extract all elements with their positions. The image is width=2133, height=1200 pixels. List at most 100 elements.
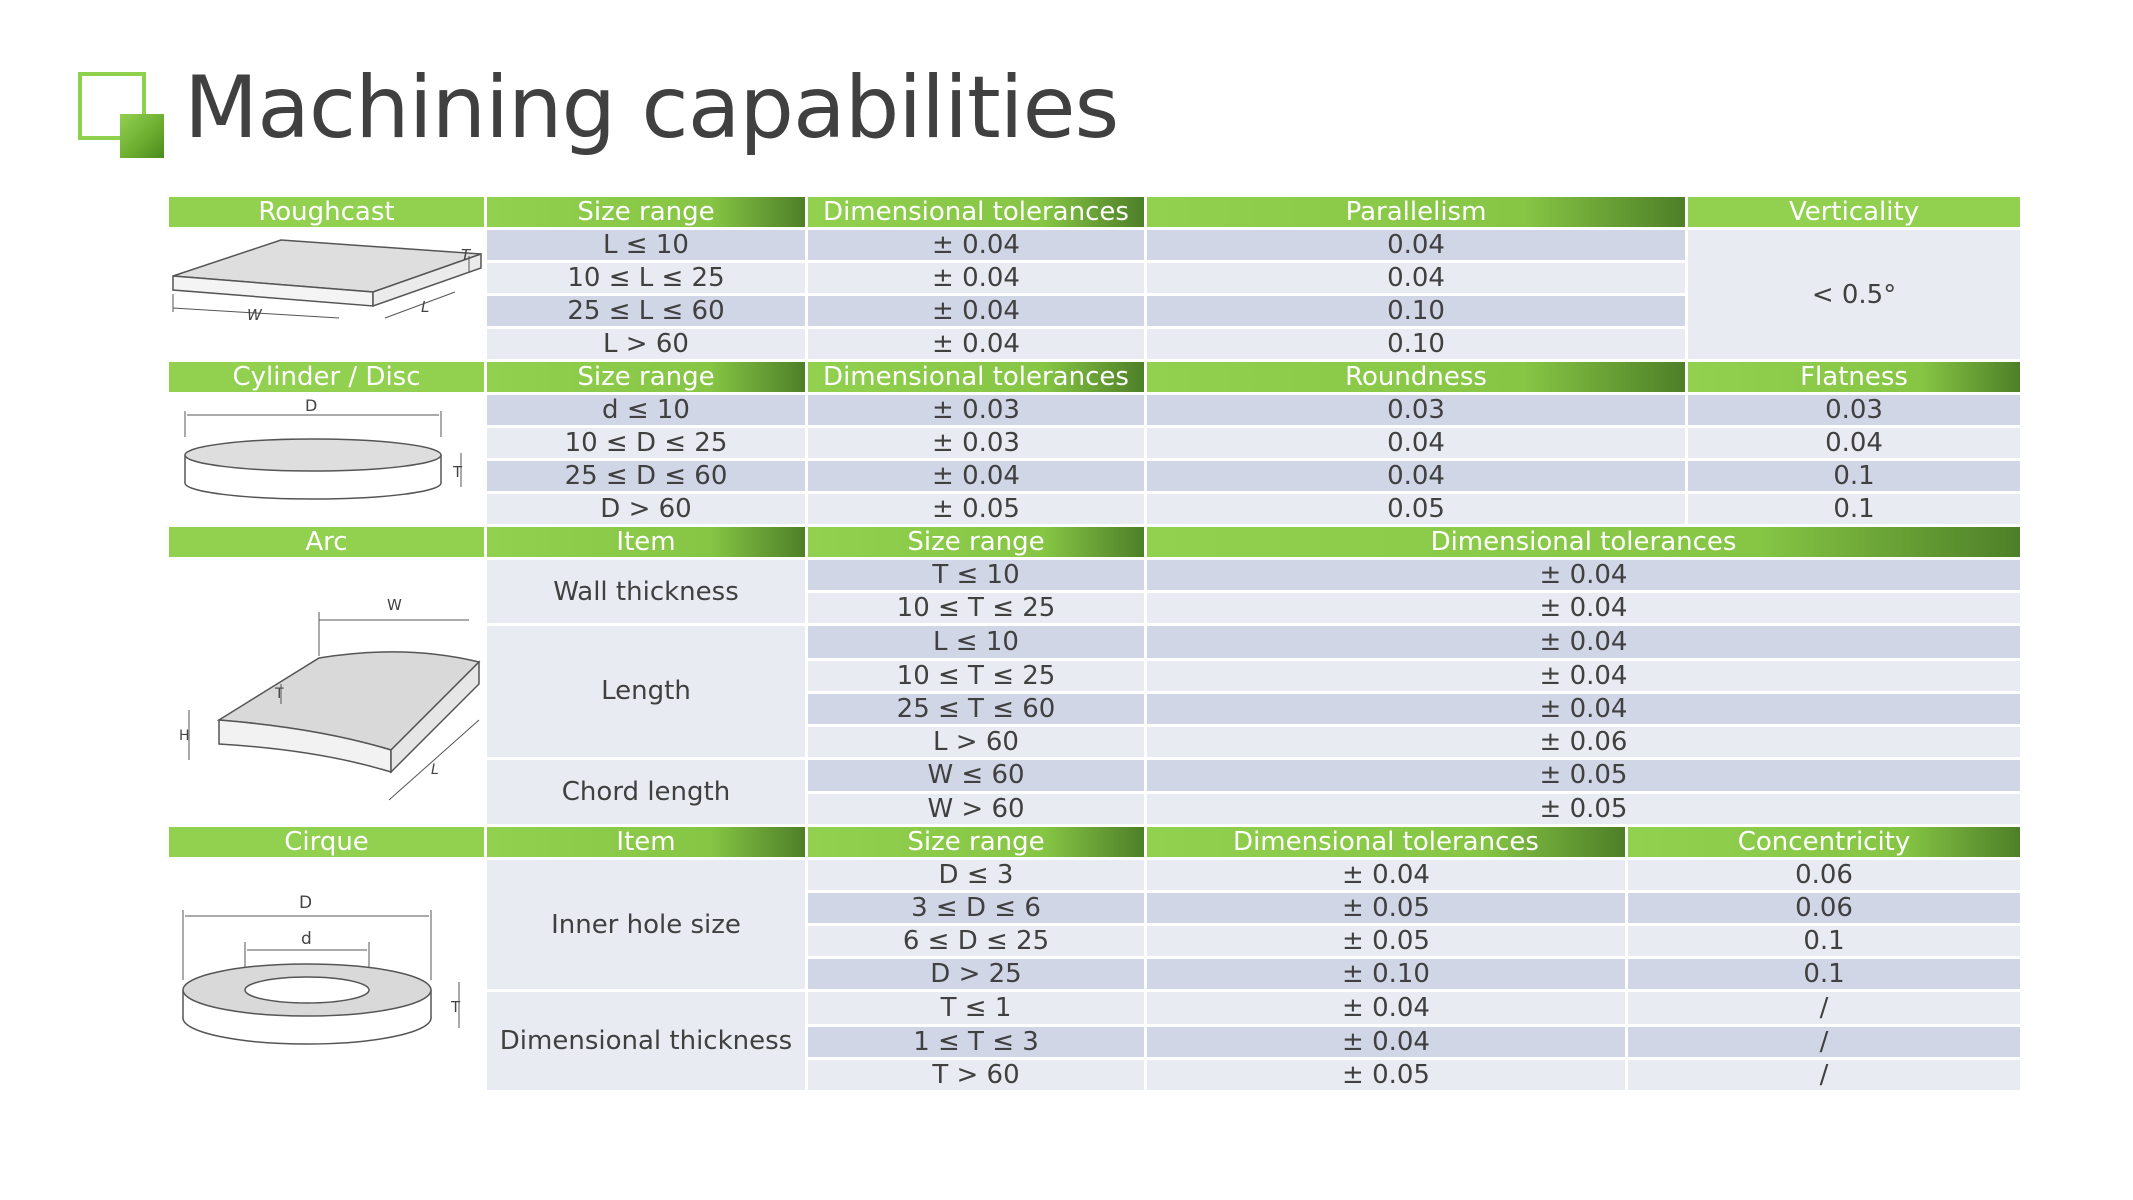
cell-item-chord-length: Chord length xyxy=(487,759,805,824)
cell-tolerance: ± 0.04 xyxy=(1147,660,2021,691)
header-item: Item xyxy=(487,827,805,857)
cylinder-diagram: D T xyxy=(169,395,484,524)
cell-verticality: < 0.5° xyxy=(1688,230,2021,359)
cell-size: L > 60 xyxy=(808,726,1144,757)
table-row: Dimensional thickness T ≤ 1 ± 0.04 / xyxy=(169,992,2021,1090)
header-cylinder-disc: Cylinder / Disc xyxy=(169,362,484,392)
cell-roundness: 0.04 xyxy=(1147,428,1686,458)
diagram-label-t: T xyxy=(452,463,463,481)
cell-tolerance: ± 0.04 xyxy=(808,230,1144,260)
cell-size: D > 25 xyxy=(808,959,1144,989)
diagram-label-l: L xyxy=(421,298,429,316)
table-row: 10 ≤ D ≤ 25 ± 0.03 0.04 0.04 xyxy=(169,428,2021,458)
cell-concentricity: 0.1 xyxy=(1628,926,2021,956)
cell-tolerance: ± 0.04 xyxy=(1147,593,2021,623)
header-arc: Arc xyxy=(169,527,484,557)
header-concentricity: Concentricity xyxy=(1628,827,2021,857)
cell-concentricity: / xyxy=(1628,1060,2021,1090)
cell-tolerance: ± 0.04 xyxy=(808,263,1144,293)
cell-size: T > 60 xyxy=(808,1060,1144,1090)
header-verticality: Verticality xyxy=(1688,197,2021,227)
cell-size: 3 ≤ D ≤ 6 xyxy=(808,893,1144,923)
roughcast-diagram: W L T xyxy=(169,230,484,359)
cell-tolerance: ± 0.03 xyxy=(808,395,1144,425)
diagram-label-h: H xyxy=(179,728,190,744)
header-parallelism: Parallelism xyxy=(1147,197,1686,227)
cell-size: 25 ≤ T ≤ 60 xyxy=(808,693,1144,724)
cell-tolerance: ± 0.04 xyxy=(808,329,1144,359)
diagram-label-w: W xyxy=(247,306,263,324)
table-row: W T H L Wall thickness T ≤ 10 ± 0.04 xyxy=(169,560,2021,824)
cirque-header-row: Cirque Item Size range Dimensional toler… xyxy=(169,827,2021,857)
cell-size: L ≤ 10 xyxy=(487,230,805,260)
cell-tolerance: ± 0.03 xyxy=(808,428,1144,458)
cirque-diagram: D d T xyxy=(169,860,484,1090)
table-row: D > 25 ± 0.10 0.1 xyxy=(169,959,2021,989)
cell-concentricity: 0.06 xyxy=(1628,893,2021,923)
table-row: Length L ≤ 10 ± 0.04 xyxy=(169,626,2021,757)
cell-concentricity: 0.1 xyxy=(1628,959,2021,989)
table-row: 25 ≤ T ≤ 60 ± 0.04 xyxy=(169,693,2021,724)
cell-size: 1 ≤ T ≤ 3 xyxy=(808,1027,1144,1057)
cell-item-inner-hole-size: Inner hole size xyxy=(487,860,805,989)
header-dimensional-tolerances: Dimensional tolerances xyxy=(1147,527,2021,557)
cell-flatness: 0.1 xyxy=(1688,461,2021,491)
cell-item-dimensional-thickness: Dimensional thickness xyxy=(487,992,805,1090)
diagram-label-t: T xyxy=(274,686,284,702)
cell-size: 10 ≤ T ≤ 25 xyxy=(808,660,1144,691)
cell-roundness: 0.03 xyxy=(1147,395,1686,425)
cell-tolerance: ± 0.06 xyxy=(1147,726,2021,757)
cell-size: D > 60 xyxy=(487,494,805,524)
cell-roundness: 0.04 xyxy=(1147,461,1686,491)
cell-concentricity: 0.06 xyxy=(1628,860,2021,890)
cell-size: W ≤ 60 xyxy=(808,759,1144,791)
header-cirque: Cirque xyxy=(169,827,484,857)
cell-tolerance: ± 0.05 xyxy=(1147,893,1625,923)
cell-tolerance: ± 0.04 xyxy=(1147,1027,1625,1057)
cell-size: 25 ≤ D ≤ 60 xyxy=(487,461,805,491)
cell-concentricity: / xyxy=(1628,1027,2021,1057)
cell-size: 10 ≤ D ≤ 25 xyxy=(487,428,805,458)
capabilities-table: Roughcast Size range Dimensional toleran… xyxy=(166,194,2023,1093)
header-roundness: Roundness xyxy=(1147,362,1686,392)
cell-tolerance: ± 0.05 xyxy=(1147,759,2021,791)
table-row: W L T L ≤ 10 ± 0.04 0.04 < 0.5° xyxy=(169,230,2021,359)
cell-parallelism: 0.04 xyxy=(1147,230,1686,260)
header-dimensional-tolerances: Dimensional tolerances xyxy=(808,362,1144,392)
cell-size: 10 ≤ T ≤ 25 xyxy=(808,593,1144,623)
diagram-label-w: W xyxy=(387,596,402,614)
cell-tolerance: ± 0.04 xyxy=(1147,693,2021,724)
header-size-range: Size range xyxy=(487,197,805,227)
table-row: 10 ≤ L ≤ 25 ± 0.04 0.04 xyxy=(169,263,2020,293)
cell-item-length: Length xyxy=(487,626,805,757)
arc-diagram: W T H L xyxy=(169,560,484,824)
cell-parallelism: 0.04 xyxy=(1147,263,1686,293)
cell-flatness: 0.1 xyxy=(1688,494,2021,524)
header-size-range: Size range xyxy=(487,362,805,392)
cell-size: 25 ≤ L ≤ 60 xyxy=(487,296,805,326)
header-dimensional-tolerances: Dimensional tolerances xyxy=(808,197,1144,227)
cell-concentricity: / xyxy=(1628,992,2021,1024)
header-dimensional-tolerances: Dimensional tolerances xyxy=(1147,827,1625,857)
cell-tolerance: ± 0.10 xyxy=(1147,959,1625,989)
cell-tolerance: ± 0.05 xyxy=(1147,926,1625,956)
cell-roundness: 0.05 xyxy=(1147,494,1686,524)
cell-size: 6 ≤ D ≤ 25 xyxy=(808,926,1144,956)
table-row: W > 60 ± 0.05 xyxy=(169,794,2021,824)
cell-tolerance: ± 0.04 xyxy=(1147,860,1625,890)
header-item: Item xyxy=(487,527,805,557)
cell-tolerance: ± 0.04 xyxy=(1147,626,2021,658)
arc-header-row: Arc Item Size range Dimensional toleranc… xyxy=(169,527,2021,557)
cell-size: L > 60 xyxy=(487,329,805,359)
cell-tolerance: ± 0.05 xyxy=(1147,794,2021,824)
cell-tolerance: ± 0.04 xyxy=(808,461,1144,491)
table-row: D d T Inner hole size D ≤ 3 ± 0.04 0.06 xyxy=(169,860,2021,1090)
diagram-label-d-inner: d xyxy=(301,929,312,949)
diagram-label-t: T xyxy=(461,246,472,264)
header-flatness: Flatness xyxy=(1688,362,2021,392)
table-row: 25 ≤ D ≤ 60 ± 0.04 0.04 0.1 xyxy=(169,461,2021,491)
table-row: 3 ≤ D ≤ 6 ± 0.05 0.06 xyxy=(169,893,2021,923)
table-row: 1 ≤ T ≤ 3 ± 0.04 / xyxy=(169,1027,2021,1057)
cell-tolerance: ± 0.04 xyxy=(1147,560,2021,590)
header-roughcast: Roughcast xyxy=(169,197,484,227)
